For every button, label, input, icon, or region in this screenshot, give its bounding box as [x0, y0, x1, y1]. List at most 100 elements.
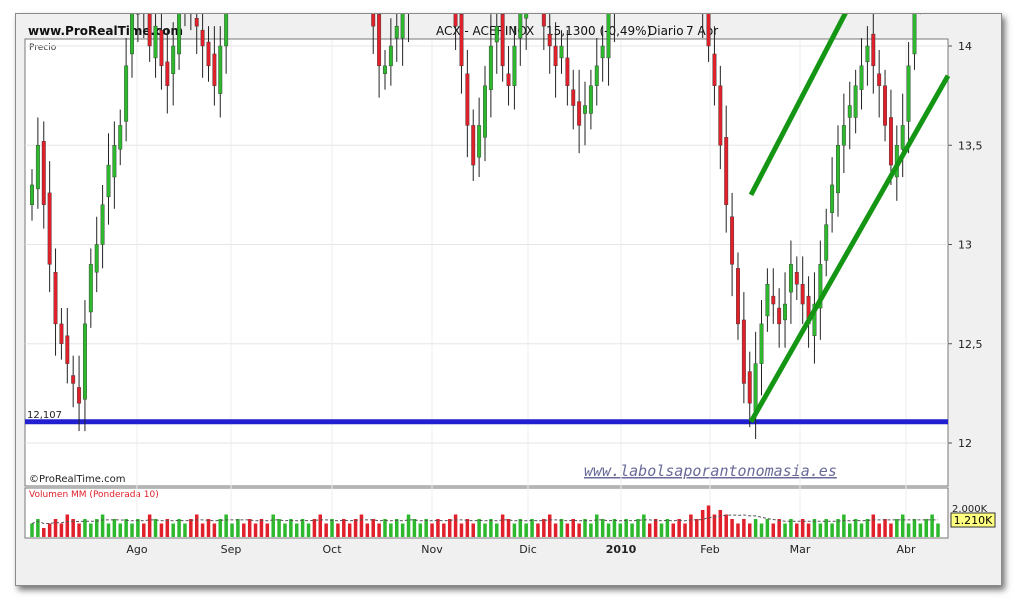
volume-bar — [112, 519, 117, 537]
candle-body — [753, 363, 758, 412]
x-tick-label: Sep — [221, 543, 242, 556]
candle-body — [512, 45, 517, 86]
x-tick-label: Feb — [700, 543, 719, 556]
candle-body — [106, 164, 111, 198]
candle-body — [824, 224, 829, 261]
candle-body — [759, 323, 764, 364]
candle-body — [71, 375, 76, 384]
volume-bar — [853, 519, 858, 537]
candle-body — [165, 61, 170, 86]
volume-bar — [706, 505, 711, 537]
candle-body — [82, 323, 87, 400]
x-tick-label: Abr — [896, 543, 916, 556]
volume-bar — [665, 519, 670, 537]
volume-bar — [924, 519, 928, 537]
candle-body — [600, 45, 605, 59]
candle-body — [712, 53, 717, 86]
volume-bar — [777, 519, 781, 537]
candle-body — [847, 105, 852, 118]
volume-bar — [159, 523, 164, 537]
candle-body — [394, 25, 399, 39]
candle-body — [900, 125, 905, 150]
candle-body — [59, 323, 64, 344]
candle-body — [836, 145, 840, 194]
volume-bar — [136, 519, 140, 537]
volume-bar — [912, 519, 917, 537]
volume-bar — [495, 523, 499, 537]
quote-label: 15,1300 (-0,49%) — [546, 24, 651, 38]
volume-bar — [294, 523, 299, 537]
candle-body — [171, 45, 176, 74]
volume-bar — [653, 519, 658, 537]
volume-bar — [230, 523, 234, 537]
candle-body — [159, 29, 164, 67]
candle-body — [888, 117, 893, 166]
x-tick-label: Oct — [322, 543, 342, 556]
candle-body — [859, 65, 864, 90]
volume-bar — [753, 519, 758, 537]
price-panel-label: Precio — [29, 43, 57, 53]
volume-bar — [100, 514, 105, 537]
volume-bar — [595, 514, 599, 537]
volume-bar — [877, 523, 881, 537]
period-label: Diario — [648, 24, 684, 38]
candle-body — [747, 371, 752, 404]
x-tick-label: Mar — [790, 543, 811, 556]
volume-bar — [553, 523, 558, 537]
volume-bar — [589, 523, 593, 537]
candle-body — [724, 137, 729, 205]
volume-bar — [412, 519, 417, 537]
candle-body — [30, 184, 34, 205]
volume-bar — [930, 514, 934, 537]
volume-bar — [36, 519, 40, 537]
volume-bar — [571, 519, 576, 537]
date-label: 7 Abr — [686, 24, 718, 38]
volume-bar — [430, 523, 434, 537]
volume-bar — [342, 519, 346, 537]
volume-bar — [77, 523, 81, 537]
y-tick-label: 12,5 — [958, 338, 983, 351]
volume-bar — [247, 519, 252, 537]
volume-bar — [130, 523, 134, 537]
candle-body — [100, 204, 105, 245]
candle-body — [224, 14, 229, 47]
candle-body — [559, 45, 564, 59]
candle-body — [771, 295, 776, 305]
volume-average-line — [31, 514, 938, 524]
volume-bar — [365, 523, 370, 537]
volume-bar — [83, 519, 87, 537]
volume-bar — [624, 519, 628, 537]
volume-bar — [347, 523, 352, 537]
candle-body — [377, 14, 382, 67]
volume-bar — [306, 523, 311, 537]
volume-bar — [747, 523, 752, 537]
candle-body — [777, 307, 782, 325]
volume-bar — [259, 519, 264, 537]
volume-bar — [371, 519, 375, 537]
volume-bar — [89, 523, 93, 537]
volume-bar — [289, 519, 293, 537]
volume-bar — [618, 523, 623, 537]
volume-bar — [695, 519, 699, 537]
candle-body — [865, 45, 870, 63]
candle-body — [383, 65, 387, 74]
y-tick-label: 13 — [958, 239, 972, 252]
volume-bar — [536, 523, 540, 537]
volume-bar — [900, 514, 905, 537]
volume-bar — [689, 514, 693, 537]
volume-bar — [424, 519, 428, 537]
volume-bar — [836, 519, 840, 537]
candle-body — [388, 45, 393, 67]
copyright-label: ©ProRealTime.com — [29, 474, 125, 485]
chart-window: www.ProRealTime.com ACX - ACERINOX 15,13… — [15, 13, 1002, 586]
volume-bar — [683, 523, 687, 537]
volume-bar — [724, 514, 728, 537]
volume-bar — [559, 519, 564, 537]
volume-bar — [236, 519, 240, 537]
candle-body — [465, 73, 470, 126]
candle-body — [88, 264, 93, 313]
volume-bar — [647, 523, 652, 537]
candle-body — [783, 303, 787, 321]
volume-bar — [324, 523, 328, 537]
volume-bar — [389, 523, 393, 537]
